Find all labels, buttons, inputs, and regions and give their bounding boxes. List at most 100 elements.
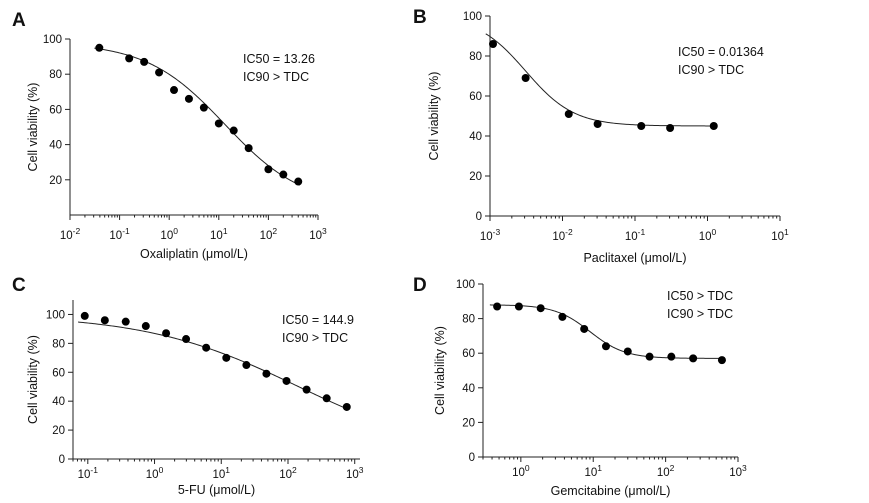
- x-tick-label: 10-1: [78, 465, 99, 481]
- data-point: [202, 343, 211, 352]
- x-tick-label: 101: [584, 463, 602, 479]
- data-point: [521, 74, 530, 82]
- data-point: [667, 352, 676, 361]
- data-point: [645, 352, 654, 361]
- y-axis-title: Cell viability (%): [26, 335, 40, 424]
- data-point: [80, 311, 89, 320]
- x-tick-label: 101: [210, 226, 228, 242]
- data-point: [140, 57, 149, 66]
- x-tick-label: 102: [260, 226, 278, 242]
- x-tick-label: 103: [729, 463, 747, 479]
- x-tick-label: 102: [657, 463, 675, 479]
- y-tick-label: 40: [462, 383, 475, 395]
- y-tick-label: 80: [469, 51, 482, 63]
- data-point: [593, 120, 602, 128]
- data-point: [184, 94, 193, 103]
- data-point: [170, 86, 179, 95]
- data-point: [141, 322, 150, 331]
- data-point: [564, 110, 573, 118]
- panel-letter: D: [413, 275, 427, 296]
- x-tick-label: 10-1: [625, 227, 646, 243]
- data-point: [536, 304, 545, 313]
- x-tick-label: 101: [212, 465, 230, 481]
- y-tick-label: 60: [469, 91, 482, 103]
- y-tick-label: 40: [52, 396, 65, 408]
- x-tick-label: 10-2: [552, 227, 573, 243]
- y-tick-label: 40: [49, 140, 62, 152]
- chart-panel-b: B 0 20 40 60 80 100 10-3 10-2 10-1 100 101 Paclitaxe…: [413, 7, 789, 265]
- y-tick-label: 100: [456, 279, 475, 291]
- y-tick-label: 100: [43, 34, 62, 46]
- x-tick-label: 101: [771, 227, 789, 243]
- data-point: [558, 312, 567, 321]
- data-point: [322, 394, 331, 403]
- y-tick-label: 60: [462, 348, 475, 360]
- y-tick-label: 0: [476, 211, 482, 223]
- data-point: [121, 317, 130, 326]
- x-axis-title: Paclitaxel (μmol/L): [583, 251, 686, 265]
- data-point: [709, 122, 718, 130]
- x-tick-label: 10-1: [109, 226, 130, 242]
- data-point: [580, 324, 589, 333]
- x-tick-label: 100: [160, 226, 178, 242]
- annotation-label: IC90 > TDC: [667, 307, 733, 321]
- data-point: [493, 302, 502, 311]
- x-tick-label: 102: [279, 465, 297, 481]
- x-tick-label: 103: [346, 465, 364, 481]
- annotation-label: IC90 > TDC: [243, 70, 309, 84]
- data-point: [489, 40, 498, 48]
- data-point: [242, 361, 251, 370]
- annotation-label: IC50 = 0.01364: [678, 45, 764, 59]
- y-tick-label: 80: [52, 338, 65, 350]
- y-axis-title: Cell viability (%): [427, 72, 441, 161]
- x-tick-label: 10-2: [60, 226, 81, 242]
- data-point: [601, 342, 610, 351]
- data-point: [264, 165, 273, 174]
- y-tick-label: 20: [52, 425, 65, 437]
- x-tick-label: 100: [512, 463, 530, 479]
- data-point: [244, 144, 253, 153]
- chart-panel-a: A 20 40 60 80 100 10-2 10-1 100 101 102 103 Oxalipla…: [12, 10, 327, 261]
- y-tick-label: 60: [49, 104, 62, 116]
- annotation-label: IC50 > TDC: [667, 289, 733, 303]
- y-tick-label: 100: [46, 309, 65, 321]
- data-point: [95, 43, 104, 52]
- y-tick-label: 80: [462, 314, 475, 326]
- data-point: [637, 122, 646, 130]
- y-tick-label: 100: [463, 11, 482, 23]
- data-point: [282, 376, 291, 385]
- y-axis-title: Cell viability (%): [26, 83, 40, 172]
- annotation-label: IC50 = 13.26: [243, 52, 315, 66]
- data-point: [262, 369, 271, 378]
- x-axis-title: 5-FU (μmol/L): [178, 483, 255, 497]
- x-axis-title: Gemcitabine (μmol/L): [551, 484, 671, 498]
- chart-panel-c: C 0 20 40 60 80 100 10-1 100 101 102 103 5-FU (μmol/…: [12, 275, 364, 497]
- x-tick-label: 10-3: [480, 227, 501, 243]
- annotation-label: IC50 = 144.9: [282, 313, 354, 327]
- data-point: [302, 385, 311, 394]
- x-tick-label: 103: [309, 226, 327, 242]
- data-point: [623, 347, 632, 356]
- data-point: [717, 356, 726, 365]
- annotation-label: IC90 > TDC: [678, 63, 744, 77]
- y-tick-label: 60: [52, 367, 65, 379]
- annotation-label: IC90 > TDC: [282, 331, 348, 345]
- data-point: [155, 68, 164, 77]
- data-point: [666, 124, 675, 132]
- fit-curve: [485, 33, 716, 127]
- data-point: [229, 126, 238, 135]
- data-point: [342, 402, 351, 411]
- data-point: [214, 119, 223, 128]
- data-point: [199, 103, 208, 112]
- data-point: [100, 316, 109, 325]
- fit-curve: [94, 47, 300, 186]
- y-tick-label: 80: [49, 69, 62, 81]
- panel-letter: A: [12, 10, 26, 31]
- y-axis-title: Cell viability (%): [433, 326, 447, 415]
- data-point: [689, 354, 698, 363]
- y-tick-label: 20: [462, 417, 475, 429]
- panel-letter: C: [12, 275, 26, 296]
- y-tick-label: 40: [469, 131, 482, 143]
- data-point: [222, 353, 231, 362]
- data-point: [279, 170, 288, 179]
